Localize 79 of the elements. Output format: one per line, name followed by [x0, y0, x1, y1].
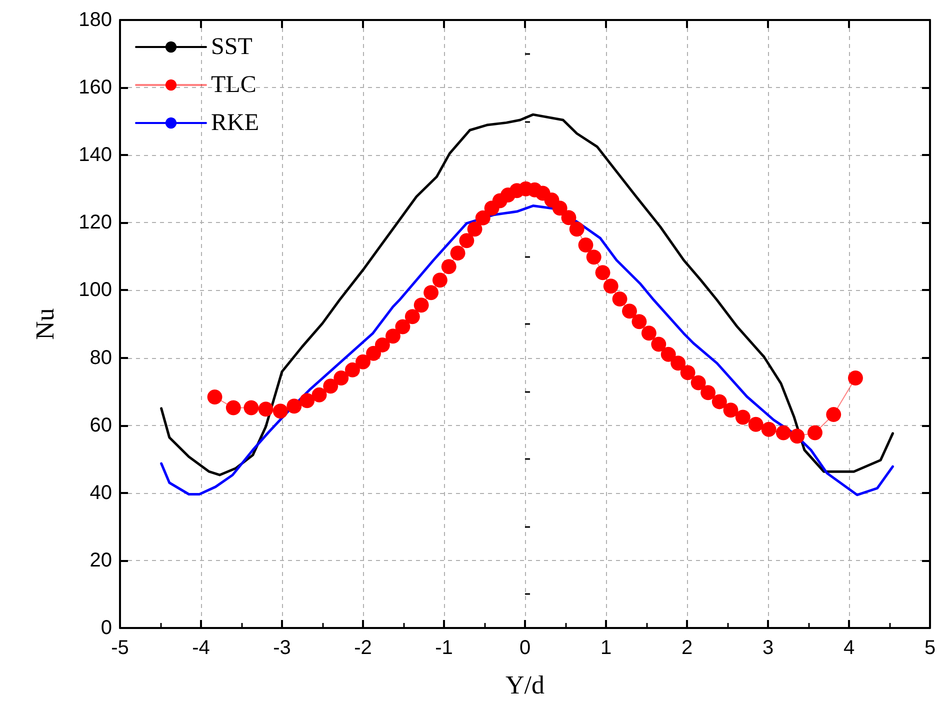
point	[244, 400, 259, 416]
y-tick-label: 120	[78, 212, 112, 234]
point	[334, 370, 349, 386]
x-tick-label: 0	[519, 637, 531, 659]
point	[761, 422, 776, 437]
x-tick-label: 5	[924, 637, 936, 659]
point	[670, 356, 686, 371]
point	[432, 272, 448, 288]
legend-label: TLC	[211, 72, 256, 98]
point	[632, 314, 647, 330]
x-tick-label: 1	[600, 637, 612, 659]
point	[680, 365, 696, 380]
point	[404, 309, 420, 324]
point	[475, 210, 490, 226]
x-tick-label: -5	[111, 637, 129, 659]
point	[424, 285, 439, 300]
point	[395, 319, 410, 334]
x-tick-label: -1	[435, 637, 453, 659]
point	[258, 402, 274, 417]
point	[660, 346, 676, 362]
x-tick-label: -3	[273, 637, 291, 659]
line-series	[160, 113, 894, 476]
point	[207, 389, 222, 404]
point	[561, 210, 576, 226]
y-tick-label: 140	[78, 144, 112, 166]
point	[776, 425, 791, 440]
point	[374, 337, 390, 352]
x-tick-label: -2	[354, 637, 372, 659]
point	[826, 407, 842, 422]
x-tick-label: -4	[192, 637, 210, 659]
x-tick-label: 4	[843, 637, 855, 659]
point	[641, 326, 656, 341]
point	[651, 336, 666, 352]
legend-label: RKE	[211, 110, 259, 136]
point	[356, 354, 370, 370]
point	[286, 398, 302, 414]
y-tick-label: 0	[100, 617, 112, 639]
y-tick-label: 40	[90, 482, 112, 504]
point	[612, 292, 628, 306]
point	[807, 425, 822, 440]
point	[578, 237, 594, 252]
point	[712, 394, 727, 410]
point	[622, 304, 637, 319]
point	[586, 250, 602, 265]
point	[748, 416, 764, 432]
x-tick-label: 3	[762, 637, 774, 659]
point	[344, 362, 360, 378]
x-tick-label: 2	[681, 637, 693, 659]
point	[323, 378, 338, 394]
point	[366, 346, 382, 361]
point	[603, 278, 618, 294]
point	[848, 370, 863, 386]
point	[569, 222, 584, 237]
point	[312, 387, 327, 402]
point	[723, 402, 738, 418]
point	[450, 246, 466, 261]
y-axis-title: Nu	[30, 308, 60, 340]
y-tick-label: 20	[90, 549, 112, 572]
y-tick-label: 100	[78, 279, 112, 302]
point	[441, 259, 456, 274]
point	[735, 410, 750, 425]
point	[790, 428, 805, 444]
point	[385, 328, 400, 344]
legend-label: SST	[211, 34, 253, 60]
point	[272, 404, 288, 419]
point	[552, 200, 568, 216]
point	[467, 222, 482, 237]
y-tick-label: 160	[78, 76, 112, 99]
point	[300, 393, 315, 408]
point	[690, 375, 706, 390]
point	[459, 233, 474, 248]
y-tick-label: 60	[90, 414, 112, 436]
point	[226, 400, 241, 416]
y-tick-label: 80	[90, 346, 112, 369]
x-axis-title: Y/d	[506, 670, 544, 700]
y-tick-label: 180	[78, 9, 112, 31]
point	[414, 298, 429, 313]
point	[700, 385, 716, 400]
point	[595, 265, 610, 280]
